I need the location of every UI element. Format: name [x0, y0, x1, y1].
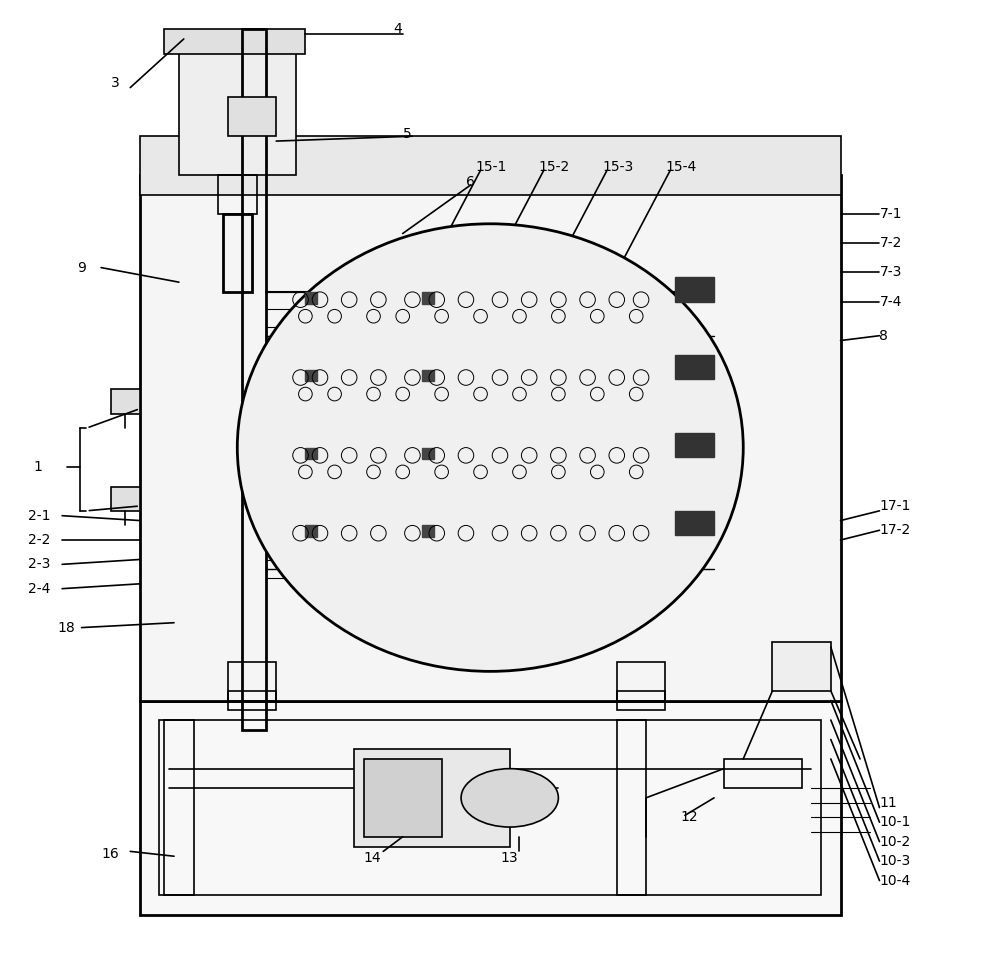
Text: 13: 13 — [500, 851, 518, 865]
Bar — [228, 662, 276, 701]
Text: 15-1: 15-1 — [476, 161, 507, 174]
Bar — [305, 370, 317, 381]
Bar — [305, 292, 317, 304]
Text: 14: 14 — [364, 851, 381, 865]
Text: 2-3: 2-3 — [28, 558, 50, 571]
Bar — [111, 389, 140, 414]
Bar — [772, 642, 831, 691]
Text: 3: 3 — [111, 76, 120, 90]
Bar — [422, 525, 434, 537]
Text: 10-2: 10-2 — [879, 835, 911, 848]
Bar — [111, 486, 140, 511]
Bar — [140, 175, 841, 701]
Bar — [242, 29, 266, 730]
Text: 12: 12 — [680, 811, 698, 824]
Text: 15-2: 15-2 — [539, 161, 570, 174]
Text: 7-2: 7-2 — [879, 236, 902, 250]
Text: 16: 16 — [101, 847, 119, 861]
Text: 7-4: 7-4 — [879, 295, 902, 308]
Text: 17-1: 17-1 — [879, 499, 911, 513]
Bar — [675, 511, 714, 535]
Bar — [140, 701, 841, 915]
Text: 17-2: 17-2 — [879, 523, 911, 537]
Text: 1: 1 — [33, 460, 42, 474]
Bar — [675, 277, 714, 302]
Bar — [179, 39, 296, 175]
Text: 2-4: 2-4 — [28, 582, 50, 595]
Bar — [617, 691, 665, 710]
Ellipse shape — [237, 224, 743, 671]
Text: 8: 8 — [879, 329, 888, 342]
Text: 4: 4 — [393, 22, 402, 36]
Bar — [218, 175, 257, 214]
Text: 11: 11 — [879, 796, 897, 810]
Bar — [354, 749, 510, 847]
Bar — [675, 355, 714, 379]
Text: 5: 5 — [403, 127, 411, 141]
Text: 10-1: 10-1 — [879, 815, 911, 829]
Text: 6: 6 — [466, 175, 475, 189]
Bar — [364, 759, 442, 837]
Bar — [422, 292, 434, 304]
Text: 18: 18 — [57, 621, 75, 634]
Bar — [228, 691, 276, 710]
Text: 15-4: 15-4 — [665, 161, 697, 174]
Bar — [422, 370, 434, 381]
Text: 15-3: 15-3 — [602, 161, 633, 174]
Text: 2-1: 2-1 — [28, 509, 51, 523]
Bar — [305, 448, 317, 459]
Text: 10-4: 10-4 — [879, 874, 911, 887]
Bar — [164, 29, 305, 54]
Bar — [140, 136, 841, 195]
Bar — [617, 662, 665, 701]
Text: 7-3: 7-3 — [879, 266, 902, 279]
Ellipse shape — [461, 769, 558, 827]
Bar — [724, 759, 802, 788]
Bar — [228, 97, 276, 136]
Bar — [617, 720, 646, 895]
Bar — [305, 525, 317, 537]
Bar — [164, 720, 194, 895]
Bar — [675, 433, 714, 457]
Bar — [159, 720, 821, 895]
Text: 2-2: 2-2 — [28, 533, 50, 547]
Text: 9: 9 — [77, 261, 86, 274]
Bar — [422, 448, 434, 459]
Text: 7-1: 7-1 — [879, 207, 902, 221]
Text: 10-3: 10-3 — [879, 854, 911, 868]
Bar — [223, 214, 252, 292]
